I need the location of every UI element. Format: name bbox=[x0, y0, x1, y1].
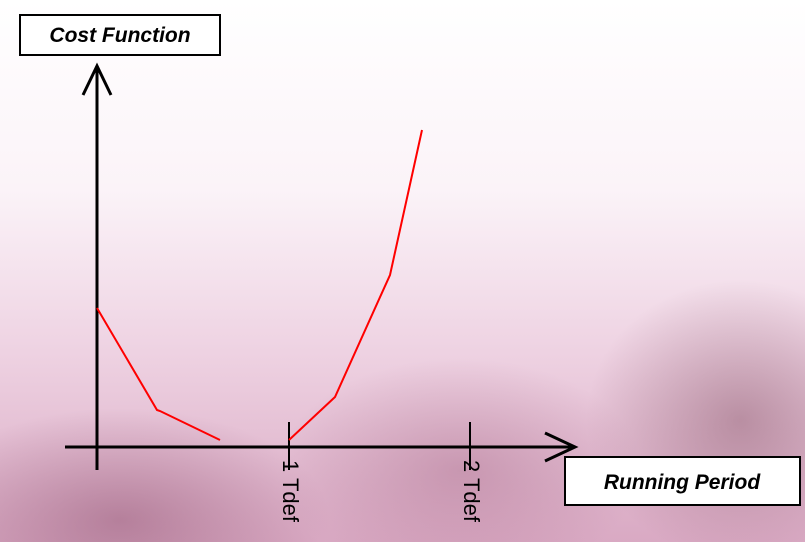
x-label-box: Running Period bbox=[565, 457, 800, 505]
tick-label: 2 Tdef bbox=[459, 460, 484, 523]
axes bbox=[65, 66, 575, 470]
cost-curve bbox=[97, 308, 220, 440]
x-axis-label: Running Period bbox=[604, 471, 761, 494]
slide: Cost Function Running Period 1 Tdef 2 Td… bbox=[0, 0, 805, 542]
y-label-box: Cost Function bbox=[20, 15, 220, 55]
tick-label: 1 Tdef bbox=[278, 460, 303, 523]
y-axis-label: Cost Function bbox=[49, 24, 190, 47]
cost-curve bbox=[289, 130, 422, 440]
diagram: Cost Function Running Period 1 Tdef 2 Td… bbox=[0, 0, 805, 542]
